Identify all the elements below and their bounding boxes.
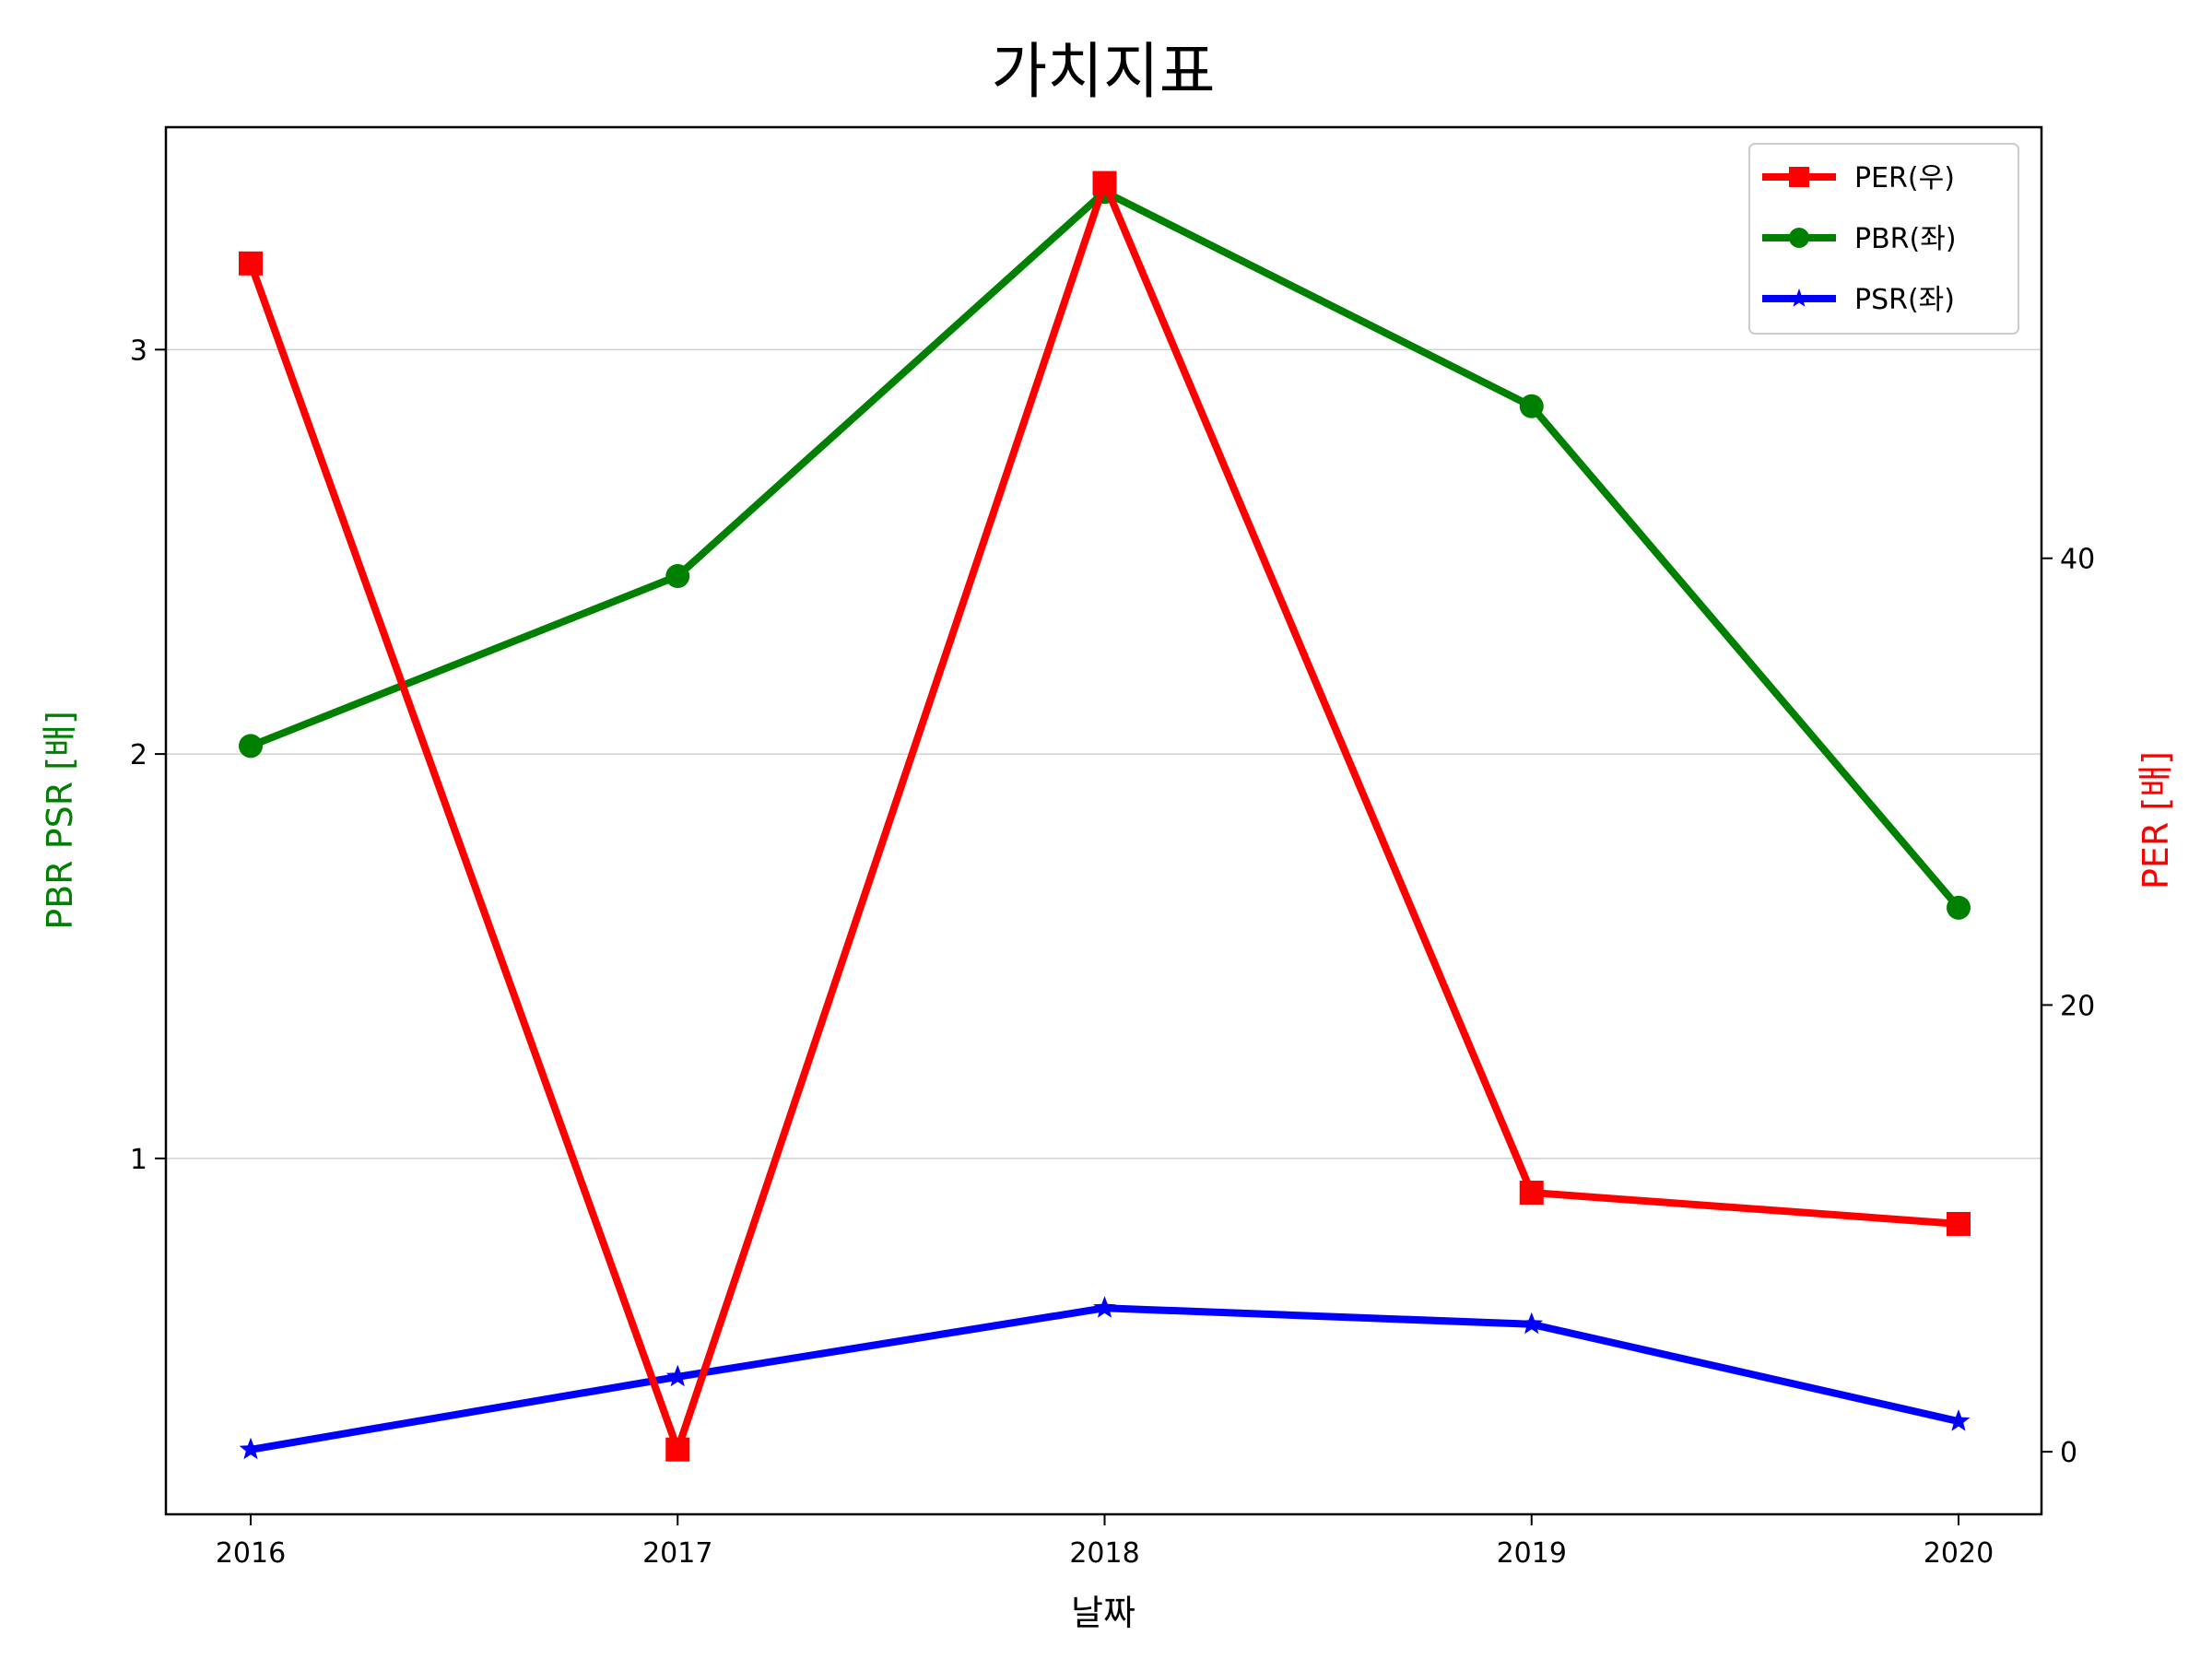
y-right-tick-label: 20: [2060, 990, 2095, 1022]
data-point: [1093, 1296, 1116, 1318]
y-left-tick-label: 1: [130, 1144, 147, 1176]
legend-swatch-marker: [1789, 228, 1809, 248]
y-left-tick-label: 3: [130, 335, 147, 367]
grid-lines: [166, 348, 2041, 1159]
y-right-tick-label: 0: [2060, 1437, 2077, 1469]
y-axis-left: 1 2 3: [130, 335, 166, 1176]
series-PER(우): [239, 171, 1971, 1462]
data-point: [665, 1437, 690, 1462]
x-axis-title: 날짜: [1071, 1593, 1135, 1633]
data-point: [239, 251, 263, 276]
y-axis-left-title: PBR PSR [배]: [40, 711, 80, 930]
x-tick-label: 2019: [1497, 1537, 1567, 1570]
data-point: [239, 1437, 263, 1460]
x-tick-label: 2018: [1069, 1537, 1139, 1570]
series-layer: [239, 171, 1971, 1462]
x-tick-label: 2020: [1924, 1537, 1994, 1570]
legend-swatch-marker: [1789, 167, 1809, 187]
data-point: [665, 564, 690, 589]
legend-box: [1748, 143, 2019, 335]
y-axis-right-title: PER [배]: [2136, 751, 2176, 889]
data-point: [1519, 394, 1544, 418]
legend-item: PBR(좌): [1762, 223, 1957, 255]
x-tick-label: 2016: [216, 1537, 286, 1570]
data-point: [1947, 1211, 1971, 1236]
series-PSR(좌): [239, 1296, 1971, 1460]
x-tick-label: 2017: [642, 1537, 712, 1570]
chart-title: 가치지표: [992, 36, 1216, 107]
legend-label: PBR(좌): [1854, 223, 1957, 255]
data-point: [1519, 1181, 1544, 1206]
y-axis-right: 0 20 40: [2041, 544, 2095, 1469]
legend-item: PSR(좌): [1762, 284, 1955, 316]
data-point: [239, 734, 263, 759]
legend: PER(우) PBR(좌) PSR(좌): [1748, 143, 2019, 335]
legend-item: PER(우): [1762, 162, 1955, 194]
data-point: [1947, 895, 1971, 920]
y-left-tick-label: 2: [130, 739, 147, 771]
legend-label: PSR(좌): [1854, 284, 1955, 316]
x-axis: 2016 2017 2018 2019 2020: [216, 1514, 1994, 1570]
legend-swatch-marker: [1789, 288, 1809, 307]
legend-label: PER(우): [1854, 162, 1955, 194]
data-point: [1947, 1409, 1971, 1431]
data-point: [1092, 171, 1117, 195]
y-right-tick-label: 40: [2060, 544, 2095, 576]
data-point: [1520, 1312, 1544, 1335]
data-point: [665, 1364, 689, 1387]
